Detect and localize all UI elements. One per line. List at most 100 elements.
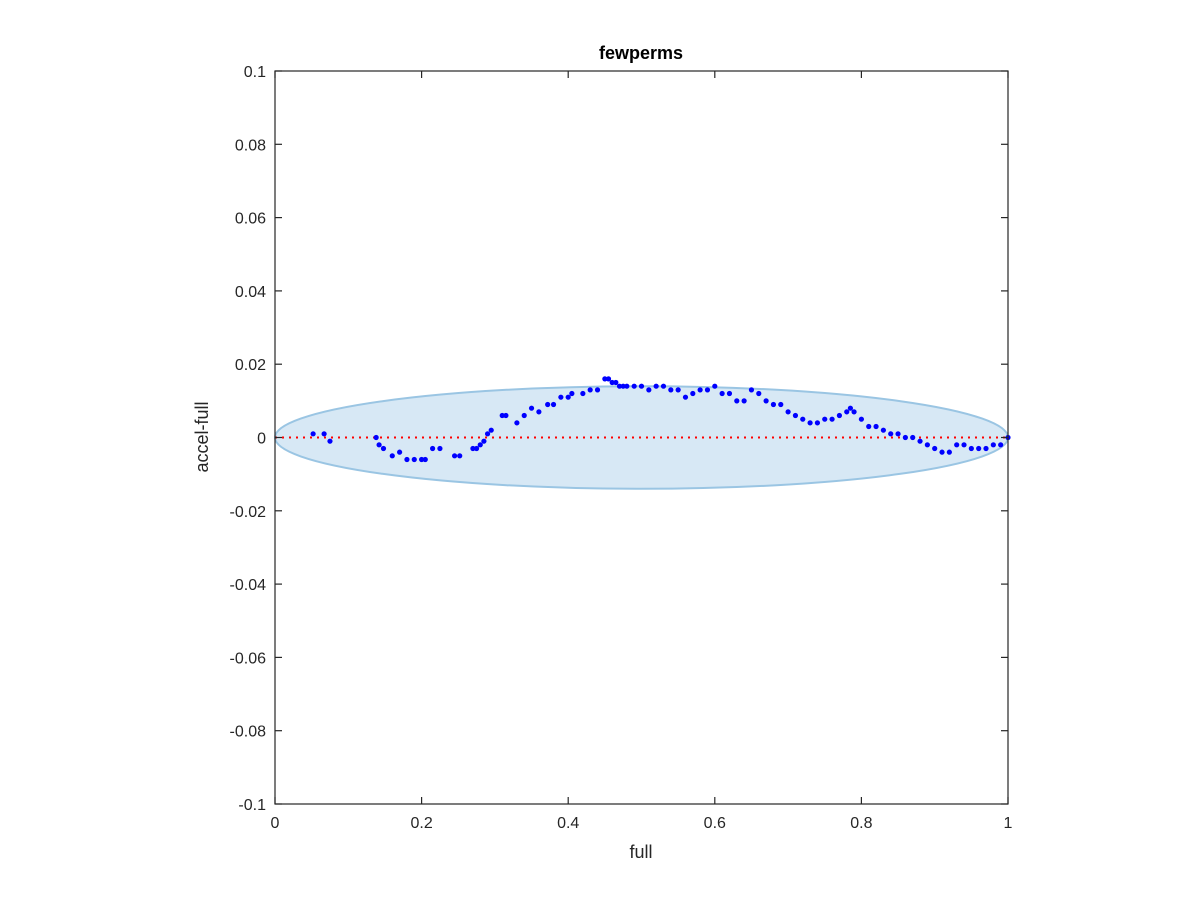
data-point bbox=[770, 401, 777, 408]
data-point bbox=[558, 394, 564, 400]
data-point bbox=[880, 427, 886, 433]
data-point bbox=[653, 383, 659, 389]
data-point bbox=[961, 442, 967, 448]
data-point bbox=[451, 453, 458, 459]
data-point bbox=[419, 456, 425, 463]
x-tick-label: 0.2 bbox=[410, 815, 432, 832]
data-point bbox=[763, 398, 769, 404]
data-point bbox=[844, 409, 850, 415]
data-point bbox=[380, 445, 387, 452]
data-point bbox=[675, 387, 681, 393]
data-point bbox=[624, 383, 630, 389]
data-point bbox=[814, 420, 821, 426]
chart-title: fewperms bbox=[599, 43, 683, 63]
data-point bbox=[646, 387, 652, 393]
data-point bbox=[545, 401, 551, 408]
data-point bbox=[376, 442, 382, 448]
data-point bbox=[851, 409, 857, 415]
data-point bbox=[503, 412, 509, 419]
data-point bbox=[422, 456, 428, 463]
data-point bbox=[536, 409, 542, 415]
data-point bbox=[719, 390, 725, 397]
data-point bbox=[660, 383, 667, 389]
data-point bbox=[521, 412, 527, 419]
data-point bbox=[895, 431, 901, 437]
data-point bbox=[481, 438, 487, 444]
data-point bbox=[902, 434, 908, 441]
data-point bbox=[704, 387, 711, 393]
data-point bbox=[457, 453, 463, 459]
data-point bbox=[631, 383, 637, 389]
data-point bbox=[569, 390, 575, 397]
data-point bbox=[580, 390, 586, 397]
x-tick-label: 0 bbox=[271, 815, 280, 832]
data-point bbox=[741, 398, 747, 404]
x-tick-label: 1 bbox=[1004, 815, 1013, 832]
y-tick-label: -0.1 bbox=[238, 797, 266, 814]
data-point bbox=[488, 427, 494, 433]
data-point bbox=[939, 449, 945, 455]
data-point bbox=[484, 431, 491, 437]
y-tick-label: -0.04 bbox=[230, 577, 267, 594]
y-tick-label: 0.02 bbox=[235, 357, 266, 374]
data-point bbox=[910, 434, 916, 441]
x-axis-label: full bbox=[629, 842, 652, 862]
data-point bbox=[411, 456, 417, 463]
data-point bbox=[807, 420, 813, 426]
data-point bbox=[829, 416, 835, 422]
data-point bbox=[976, 445, 982, 452]
data-point bbox=[397, 449, 403, 455]
y-tick-label: 0.04 bbox=[235, 284, 266, 301]
data-point bbox=[836, 412, 843, 419]
data-point bbox=[858, 416, 865, 422]
data-point bbox=[888, 431, 894, 437]
data-point bbox=[565, 394, 571, 400]
data-point bbox=[668, 387, 674, 393]
data-point bbox=[932, 445, 938, 452]
data-point bbox=[528, 405, 535, 411]
data-point bbox=[613, 379, 619, 386]
data-point bbox=[616, 383, 623, 389]
data-point bbox=[712, 383, 718, 389]
data-point bbox=[785, 409, 791, 415]
data-point bbox=[822, 416, 828, 422]
x-tick-label: 0.6 bbox=[704, 815, 726, 832]
data-point bbox=[321, 431, 327, 437]
x-tick-label: 0.4 bbox=[557, 815, 579, 832]
data-point bbox=[954, 442, 960, 448]
data-point bbox=[917, 438, 923, 444]
data-point bbox=[473, 445, 480, 452]
y-axis-label: accel-full bbox=[192, 401, 212, 472]
data-point bbox=[748, 387, 755, 393]
data-point bbox=[620, 383, 626, 389]
data-point bbox=[609, 379, 615, 386]
y-tick-label: 0.1 bbox=[244, 64, 266, 81]
data-point bbox=[310, 431, 316, 437]
data-point bbox=[638, 383, 645, 389]
data-point bbox=[924, 442, 930, 448]
data-point bbox=[756, 390, 762, 397]
data-point bbox=[587, 387, 593, 393]
data-point bbox=[477, 442, 483, 448]
data-point bbox=[697, 387, 703, 393]
data-point bbox=[990, 442, 996, 448]
data-point bbox=[726, 390, 733, 397]
data-point bbox=[682, 394, 689, 400]
y-tick-label: 0.08 bbox=[235, 137, 266, 154]
data-point bbox=[470, 445, 476, 452]
data-point bbox=[389, 453, 395, 459]
data-point bbox=[514, 420, 520, 426]
y-tick-label: -0.06 bbox=[230, 650, 267, 667]
data-point bbox=[499, 412, 505, 419]
y-tick-label: -0.02 bbox=[230, 504, 267, 521]
data-point bbox=[946, 449, 952, 455]
data-point bbox=[734, 398, 740, 404]
data-point bbox=[429, 445, 436, 452]
data-point bbox=[983, 445, 989, 452]
data-point bbox=[605, 376, 612, 382]
data-point bbox=[327, 438, 333, 444]
data-point bbox=[792, 412, 799, 419]
data-point bbox=[373, 434, 379, 441]
data-point bbox=[690, 390, 696, 397]
data-point bbox=[800, 416, 806, 422]
